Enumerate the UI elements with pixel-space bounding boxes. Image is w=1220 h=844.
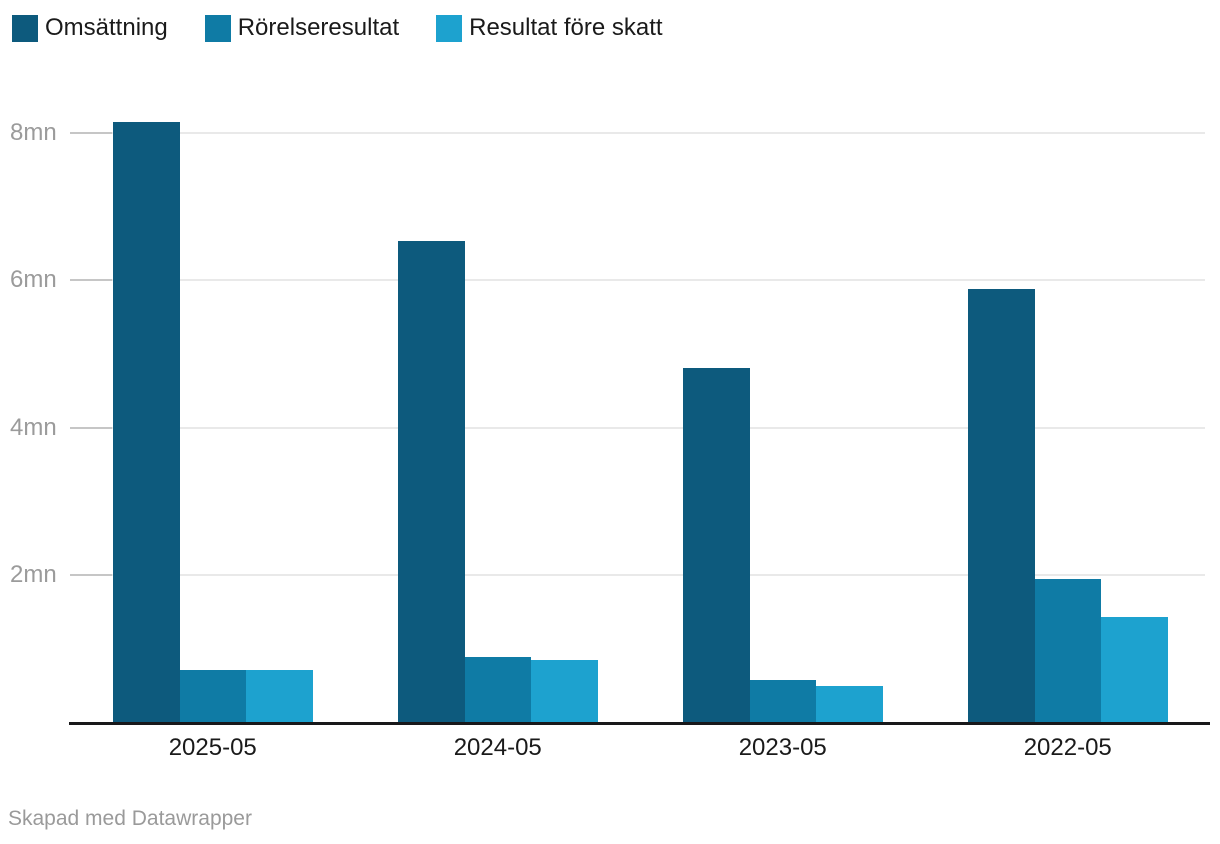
bar[interactable]	[531, 660, 598, 722]
legend: Omsättning Rörelseresultat Resultat före s…	[12, 14, 663, 42]
bar[interactable]	[683, 368, 750, 722]
legend-swatch	[204, 14, 231, 42]
x-axis-category-label: 2024-05	[453, 734, 542, 761]
legend-item: Rörelseresultat	[204, 14, 400, 42]
axis-tick	[70, 279, 112, 281]
bar[interactable]	[179, 670, 246, 722]
bar[interactable]	[464, 657, 531, 722]
bar[interactable]	[1101, 617, 1168, 722]
legend-swatch	[436, 14, 463, 42]
legend-label: Omsättning	[45, 14, 168, 41]
bar[interactable]	[113, 122, 180, 722]
y-axis-tick-label: 8mn	[10, 119, 57, 146]
bar[interactable]	[398, 241, 465, 722]
gridline	[70, 427, 1205, 429]
axis-tick	[70, 427, 112, 429]
x-axis-category-label: 2023-05	[738, 734, 827, 761]
gridline	[70, 132, 1205, 134]
axis-tick	[70, 574, 112, 576]
legend-item: Resultat före skatt	[436, 14, 663, 42]
y-axis-tick-label: 2mn	[10, 561, 57, 588]
bar[interactable]	[749, 680, 816, 722]
x-axis-line	[69, 722, 1210, 725]
y-axis-tick-label: 4mn	[10, 414, 57, 441]
bar[interactable]	[816, 686, 883, 722]
legend-item: Omsättning	[12, 14, 168, 42]
gridline	[70, 574, 1205, 576]
legend-label: Rörelseresultat	[237, 14, 400, 41]
gridline	[70, 279, 1205, 281]
legend-label: Resultat före skatt	[469, 14, 663, 41]
bar[interactable]	[968, 289, 1035, 722]
y-axis-tick-label: 6mn	[10, 266, 57, 293]
bar[interactable]	[1034, 579, 1101, 722]
legend-swatch	[12, 14, 38, 42]
x-axis-category-label: 2022-05	[1023, 734, 1112, 761]
bar[interactable]	[246, 670, 313, 722]
axis-tick	[70, 132, 112, 134]
datawrapper-credit-link[interactable]: Skapad med Datawrapper	[8, 807, 252, 830]
x-axis-category-label: 2025-05	[168, 734, 257, 761]
